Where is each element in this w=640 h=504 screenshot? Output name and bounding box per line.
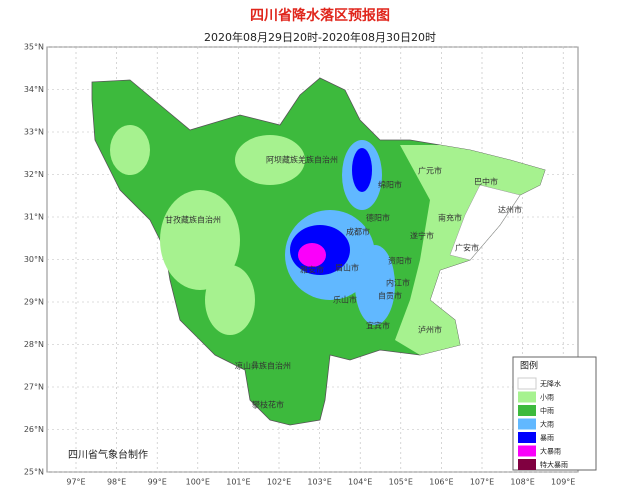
region-label: 攀枝花市 [252, 400, 284, 410]
region-label: 凉山彝族自治州 [235, 361, 291, 371]
region-label: 宜宾市 [366, 321, 390, 331]
lat-label: 35°N [24, 43, 44, 52]
subtitle: 2020年08月29日20时-2020年08月30日20时 [204, 30, 436, 44]
no-rain-area [449, 184, 521, 261]
region-label: 资阳市 [388, 256, 412, 266]
legend-label: 中雨 [540, 406, 554, 415]
legend-label: 无降水 [540, 379, 561, 388]
region-label: 泸州市 [418, 325, 442, 335]
credit: 四川省气象台制作 [68, 448, 148, 461]
region-label: 巴中市 [474, 177, 498, 187]
region-label: 眉山市 [335, 263, 359, 273]
region-labels: 阿坝藏族羌族自治州 甘孜藏族自治州 凉山彝族自治州 攀枝花市 广元市 巴中市 达… [165, 155, 522, 410]
legend-label: 小雨 [540, 393, 554, 402]
lat-label: 34°N [24, 85, 44, 94]
lon-label: 99°E [148, 478, 167, 487]
lat-label: 31°N [24, 213, 44, 222]
legend-label: 大雨 [540, 420, 554, 429]
region-label: 乐山市 [333, 295, 357, 305]
region-label: 南充市 [438, 213, 462, 223]
lat-label: 26°N [24, 425, 44, 434]
title: 四川省降水落区预报图 [250, 7, 390, 24]
lon-label: 102°E [267, 478, 291, 487]
lon-label: 101°E [226, 478, 250, 487]
region-label: 自贡市 [378, 291, 402, 301]
lat-label: 33°N [24, 128, 44, 137]
lon-label: 103°E [307, 478, 331, 487]
lon-label: 104°E [348, 478, 372, 487]
region-label: 甘孜藏族自治州 [165, 215, 221, 225]
legend-label: 暴雨 [540, 434, 554, 442]
region-label: 达州市 [498, 205, 522, 215]
legend-swatch [518, 391, 536, 403]
region-label: 遂宁市 [410, 231, 434, 241]
lat-label: 28°N [24, 340, 44, 349]
lon-label: 106°E [429, 478, 453, 487]
region-label: 成都市 [346, 227, 370, 237]
lat-label: 27°N [24, 383, 44, 392]
legend-label: 特大暴雨 [540, 460, 568, 469]
legend-swatch [518, 432, 536, 443]
legend-swatch [517, 377, 537, 390]
region-label: 广安市 [455, 243, 479, 253]
region-label: 绵阳市 [378, 180, 402, 190]
region-label: 内江市 [386, 278, 410, 288]
region-label: 阿坝藏族羌族自治州 [266, 155, 338, 165]
heavy-rain-areas [285, 140, 395, 325]
lon-label: 98°E [107, 478, 126, 487]
lon-label: 109°E [551, 478, 575, 487]
lon-label: 105°E [389, 478, 413, 487]
region-label: 广元市 [418, 166, 442, 176]
lat-label: 30°N [24, 255, 44, 264]
legend-title: 图例 [520, 360, 538, 372]
region-label: 德阳市 [366, 213, 390, 223]
lat-label: 32°N [24, 170, 44, 179]
legend-swatch [518, 418, 536, 430]
lon-label: 108°E [510, 478, 534, 487]
region-label: 雅安市 [300, 265, 324, 275]
legend-swatch [518, 459, 536, 470]
legend-label: 大暴雨 [540, 447, 561, 456]
legend-swatch [518, 445, 536, 457]
lon-label: 97°E [66, 478, 85, 487]
lon-label: 107°E [470, 478, 494, 487]
lat-label: 29°N [24, 298, 44, 307]
lon-label: 100°E [186, 478, 210, 487]
legend-swatch [518, 405, 536, 416]
lat-label: 25°N [24, 468, 44, 477]
